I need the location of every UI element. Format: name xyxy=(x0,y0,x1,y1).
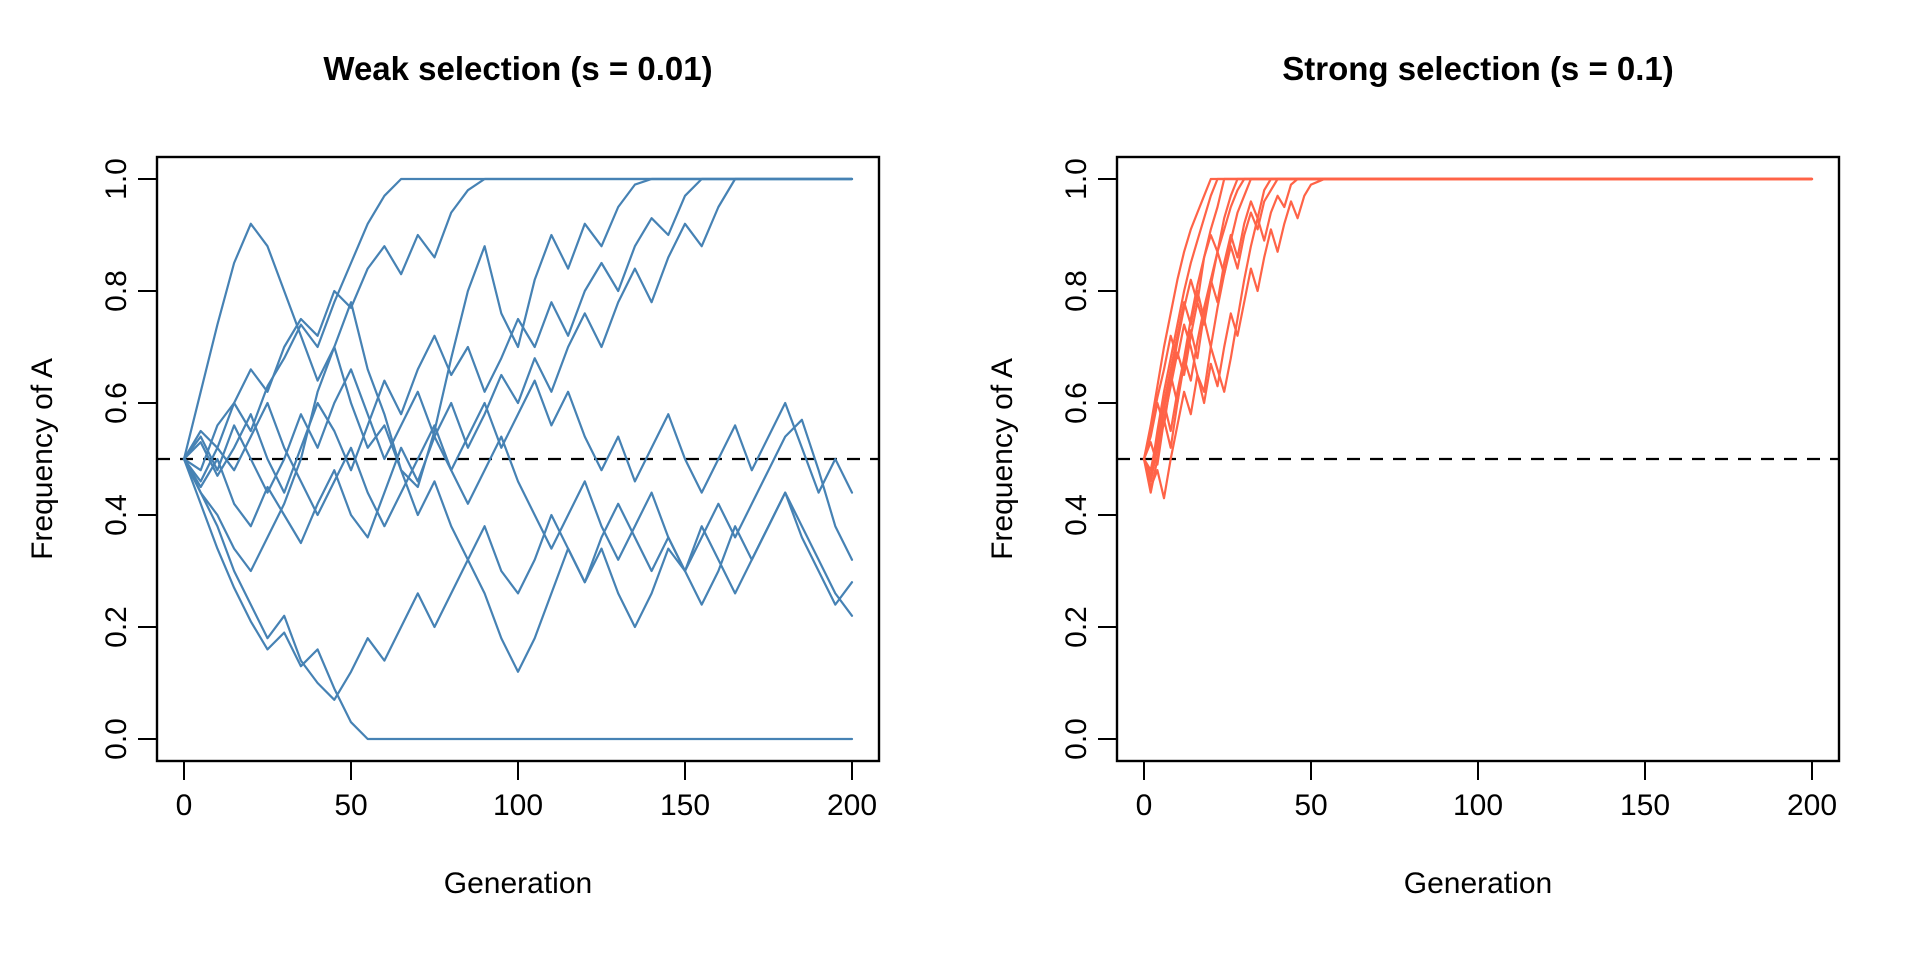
panel-weak-selection: Weak selection (s = 0.01) Generation Fre… xyxy=(26,50,881,900)
trajectory-rep-1 xyxy=(1142,177,1814,461)
trajectory-rep-10 xyxy=(1142,177,1814,500)
y-tick-label: 0.0 xyxy=(100,718,133,760)
x-axis-label-strong: Generation xyxy=(1404,867,1552,900)
x-tick-label: 50 xyxy=(1294,789,1327,822)
trajectory-rep-8 xyxy=(1142,177,1814,461)
x-tick-label: 100 xyxy=(493,789,543,822)
trajectory-rep-2 xyxy=(182,177,854,461)
plot-box xyxy=(1115,155,1841,763)
y-tick-label: 1.0 xyxy=(1060,158,1093,200)
panel-title-weak: Weak selection (s = 0.01) xyxy=(323,50,712,87)
plot-box xyxy=(155,155,881,763)
y-axis-label-weak: Frequency of A xyxy=(26,358,59,560)
trajectory-rep-8 xyxy=(182,401,854,573)
x-tick-label: 150 xyxy=(1620,789,1670,822)
trajectory-rep-3 xyxy=(1142,177,1814,461)
y-tick-label: 0.8 xyxy=(1060,270,1093,312)
trajectory-rep-10 xyxy=(182,368,854,494)
trajectory-rep-7 xyxy=(182,222,854,629)
y-tick-label: 1.0 xyxy=(100,158,133,200)
y-tick-label: 0.2 xyxy=(1060,606,1093,648)
trajectory-rep-9 xyxy=(182,457,854,701)
y-tick-label: 0.6 xyxy=(1060,382,1093,424)
trajectory-rep-1 xyxy=(182,177,854,472)
trajectory-rep-6 xyxy=(1142,177,1814,494)
panel-strong-selection: Strong selection (s = 0.1) Generation Fr… xyxy=(986,50,1841,900)
x-tick-label: 150 xyxy=(660,789,710,822)
panel-title-strong: Strong selection (s = 0.1) xyxy=(1282,50,1674,87)
y-tick-label: 0.6 xyxy=(100,382,133,424)
trajectory-rep-6 xyxy=(182,457,854,741)
y-tick-label: 0.4 xyxy=(100,494,133,536)
trajectory-rep-9 xyxy=(1142,177,1814,483)
y-tick-label: 0.2 xyxy=(100,606,133,648)
x-tick-label: 0 xyxy=(1136,789,1153,822)
y-axis-label-strong: Frequency of A xyxy=(986,358,1019,560)
x-axis-label-weak: Generation xyxy=(444,867,592,900)
x-tick-label: 200 xyxy=(827,789,877,822)
trajectory-rep-5 xyxy=(182,177,854,545)
x-tick-label: 0 xyxy=(176,789,193,822)
x-tick-label: 50 xyxy=(334,789,367,822)
x-tick-label: 200 xyxy=(1787,789,1837,822)
y-tick-label: 0.4 xyxy=(1060,494,1093,536)
x-tick-label: 100 xyxy=(1453,789,1503,822)
y-tick-label: 0.0 xyxy=(1060,718,1093,760)
panel-strong-plot-area: 0 50 100 150 200 0.0 0.2 0.4 0.6 0.8 1.0 xyxy=(1060,155,1841,822)
trajectory-rep-3 xyxy=(182,177,854,573)
trajectory-rep-4 xyxy=(182,177,854,494)
y-tick-label: 0.8 xyxy=(100,270,133,312)
trajectory-rep-7 xyxy=(1142,177,1814,472)
panel-weak-plot-area: 0 50 100 150 200 0.0 0.2 0.4 0.6 0.8 1.0 xyxy=(100,155,881,822)
